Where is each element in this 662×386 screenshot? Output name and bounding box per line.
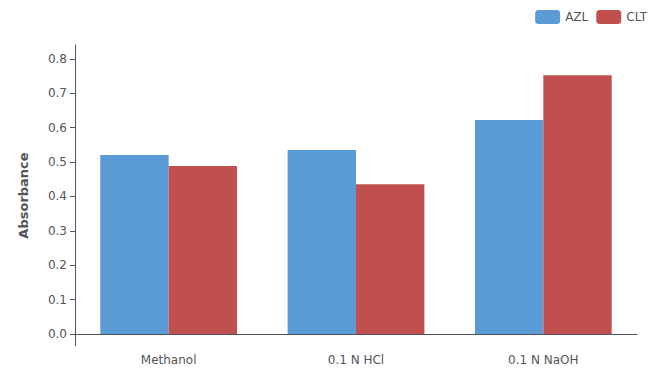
svg-text:0.1 N HCl: 0.1 N HCl [328,353,384,367]
svg-text:0.6: 0.6 [48,121,67,135]
svg-text:0.8: 0.8 [48,52,67,66]
svg-text:0.1 N NaOH: 0.1 N NaOH [508,353,579,367]
svg-text:0.7: 0.7 [48,86,67,100]
svg-text:0.2: 0.2 [48,258,67,272]
svg-text:CLT: CLT [626,10,647,24]
svg-text:0.0: 0.0 [48,327,67,341]
svg-text:0.3: 0.3 [48,224,67,238]
svg-text:AZL: AZL [565,10,588,24]
svg-text:0.5: 0.5 [48,155,67,169]
svg-text:0.4: 0.4 [48,189,67,203]
svg-text:Methanol: Methanol [141,353,197,367]
svg-text:0.1: 0.1 [48,293,67,307]
svg-text:Absorbance: Absorbance [16,152,31,238]
